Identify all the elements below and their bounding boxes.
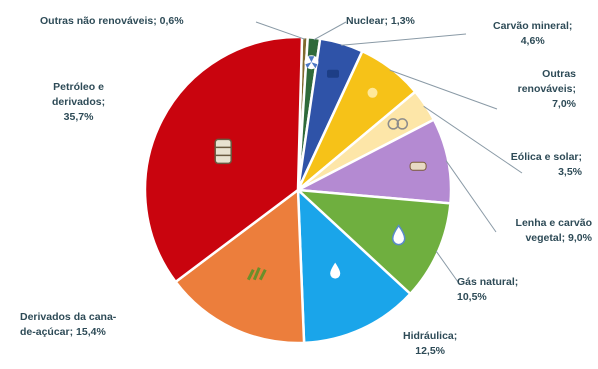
- pie-slice-gas-natural: [296, 188, 452, 296]
- label-gas-natural: Gás natural; 10,5%: [457, 276, 519, 303]
- drop-icon: [409, 161, 427, 171]
- label-nuclear: Nuclear; 1,3%: [346, 15, 415, 27]
- leader-line: [389, 69, 498, 110]
- leader-line: [445, 160, 497, 233]
- leader-line: [435, 250, 459, 283]
- leader-line: [423, 105, 523, 174]
- label-outras-renovaveis: Outras renováveis; 7,0%: [517, 68, 576, 110]
- sugarcane-icon: [330, 262, 341, 279]
- wood-icon: [387, 118, 409, 130]
- oil-barrel-icon: [246, 267, 267, 281]
- pie-slice-derivados-da-cana-de-acucar: [174, 188, 306, 345]
- fan-icon: [304, 55, 319, 70]
- sun-icon: [367, 87, 378, 98]
- label-outras-nao-renovaveis: Outras não renováveis; 0,6%: [40, 15, 184, 27]
- label-petroleo-e-derivados: Petróleo e derivados; 35,7%: [52, 81, 106, 123]
- leader-line: [341, 33, 467, 46]
- label-lenha-e-carvao-vegetal: Lenha e carvão vegetal; 9,0%: [515, 217, 592, 244]
- label-eolica-e-solar: Eólica e solar; 3,5%: [510, 151, 582, 178]
- leader-line: [313, 21, 347, 41]
- water-drop-icon: [391, 224, 406, 246]
- pie-slice-hidraulica: [296, 188, 412, 345]
- coal-icon: [327, 69, 339, 78]
- pie-slice-lenha-e-carvao-vegetal: [296, 118, 453, 205]
- label-hidraulica: Hidráulica; 12,5%: [403, 330, 458, 357]
- label-derivados-da-cana: Derivados da cana- de-açúcar; 15,4%: [20, 311, 117, 338]
- leader-line: [255, 21, 305, 40]
- oil-barrel-icon: [214, 138, 232, 165]
- label-carvao-mineral: Carvão mineral; 4,6%: [493, 20, 573, 47]
